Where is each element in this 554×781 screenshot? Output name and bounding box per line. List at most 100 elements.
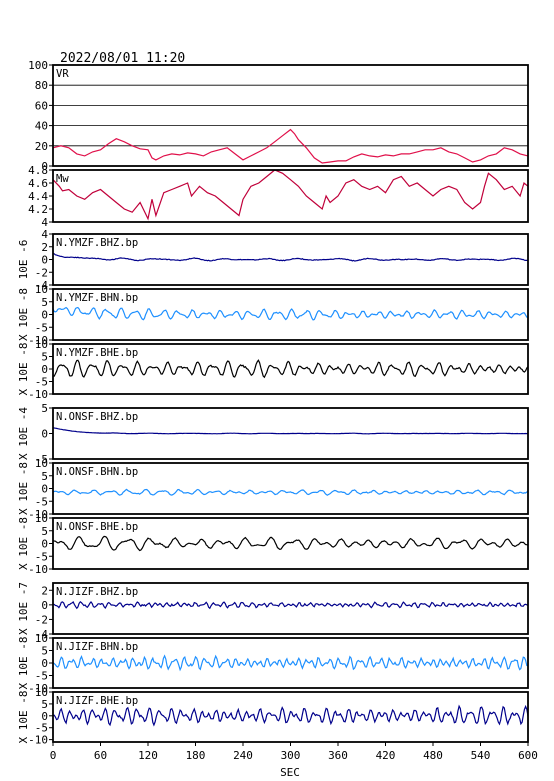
y-tick-label: 10 bbox=[35, 686, 48, 699]
y-tick-label: 5 bbox=[41, 296, 48, 309]
panel-name: N.YMZF.BHE.bp bbox=[56, 347, 138, 359]
series-line bbox=[52, 306, 529, 321]
series-line bbox=[52, 600, 529, 610]
y-tick-label: 10 bbox=[35, 512, 48, 525]
amplitude-exponent: X 10E -8 bbox=[17, 288, 30, 341]
amplitude-exponent: X 10E -8 bbox=[17, 517, 30, 570]
x-tick-label: 420 bbox=[376, 749, 396, 762]
y-tick-label: 60 bbox=[35, 99, 48, 112]
series-line bbox=[52, 704, 529, 727]
y-tick-label: 10 bbox=[35, 632, 48, 645]
panel-frame bbox=[52, 582, 529, 635]
series-line bbox=[52, 488, 529, 496]
y-tick-label: 5 bbox=[41, 470, 48, 483]
y-tick-label: -10 bbox=[28, 734, 48, 747]
timestamp-label: 2022/08/01 11:20 bbox=[60, 51, 185, 66]
y-tick-label: -5 bbox=[35, 550, 48, 563]
series-line bbox=[52, 654, 529, 672]
y-tick-label: -10 bbox=[28, 388, 48, 401]
y-tick-label: -4 bbox=[35, 279, 49, 292]
series-line bbox=[52, 169, 529, 221]
y-tick-label: 0 bbox=[41, 363, 48, 376]
x-tick-label: 0 bbox=[50, 749, 57, 762]
y-tick-label: 100 bbox=[28, 59, 48, 72]
panel-name: N.ONSF.BHN.bp bbox=[56, 466, 138, 478]
amplitude-exponent: X 10E -4 bbox=[17, 407, 30, 460]
x-tick-label: 300 bbox=[281, 749, 301, 762]
x-axis: 0 60 120 180 240 300 360 420 480 540 600 bbox=[50, 742, 538, 762]
y-tick-label: 0 bbox=[41, 309, 48, 322]
y-tick-label: 0 bbox=[41, 538, 48, 551]
x-tick-label: 60 bbox=[94, 749, 107, 762]
panel-n-jizf-bhz-bp: -4 -20 2 N.JIZF.BHZ.bp X 10E -7 bbox=[17, 582, 529, 641]
y-tick-label: -5 bbox=[35, 376, 48, 389]
y-tick-label: 4.6 bbox=[28, 177, 48, 190]
series-line bbox=[52, 535, 529, 552]
y-tick-label: 2 bbox=[41, 584, 48, 597]
y-tick-label: 0 bbox=[41, 254, 48, 267]
y-tick-label: 20 bbox=[35, 140, 48, 153]
y-tick-label: -10 bbox=[28, 334, 48, 347]
panel-name: N.YMZF.BHN.bp bbox=[56, 292, 138, 304]
y-tick-label: 0 bbox=[41, 657, 48, 670]
y-tick-label: 10 bbox=[35, 338, 48, 351]
amplitude-exponent: 10E -6 bbox=[17, 240, 30, 280]
series-line bbox=[52, 359, 529, 379]
y-tick-label: 0 bbox=[41, 160, 48, 173]
amplitude-exponent: X 10E -7 bbox=[17, 582, 30, 635]
amplitude-exponent: X 10E -8 bbox=[17, 462, 30, 515]
panel-name: N.JIZF.BHE.bp bbox=[56, 695, 138, 707]
amplitude-exponent: X 10E -8 bbox=[17, 343, 30, 396]
y-tick-label: -2 bbox=[35, 266, 48, 279]
y-tick-label: 5 bbox=[41, 351, 48, 364]
y-tick-label: 0 bbox=[41, 483, 48, 496]
panel-frame bbox=[52, 64, 529, 167]
x-tick-label: 540 bbox=[471, 749, 491, 762]
x-tick-label: 240 bbox=[233, 749, 253, 762]
y-tick-label: 10 bbox=[35, 457, 48, 470]
y-tick-label: 4 bbox=[41, 228, 48, 241]
panel-n-onsf-bhz-bp: -5 0 5 N.ONSF.BHZ.bp X 10E -4 bbox=[17, 402, 529, 466]
y-tick-label: 5 bbox=[41, 645, 48, 658]
y-tick-label: -5 bbox=[35, 670, 48, 683]
x-tick-label: 180 bbox=[186, 749, 206, 762]
series-line bbox=[52, 252, 528, 262]
y-tick-label: 80 bbox=[35, 79, 48, 92]
x-axis-label: SEC bbox=[280, 766, 300, 779]
x-tick-label: 600 bbox=[518, 749, 538, 762]
y-tick-label: 4 bbox=[41, 216, 48, 229]
y-tick-label: -5 bbox=[35, 495, 48, 508]
amplitude-exponent: X 10E -8 bbox=[17, 691, 30, 744]
y-tick-label: 4.4 bbox=[28, 190, 48, 203]
panel-mw: 44.24.44.64.8 Mw bbox=[28, 164, 529, 229]
panel-frame bbox=[52, 169, 529, 223]
y-tick-label: -5 bbox=[35, 321, 48, 334]
y-tick-label: -2 bbox=[35, 613, 48, 626]
y-tick-label: 4.8 bbox=[28, 164, 48, 177]
panel-name: N.YMZF.BHZ.bp bbox=[56, 237, 138, 249]
x-tick-label: 360 bbox=[328, 749, 348, 762]
y-tick-label: 5 bbox=[41, 525, 48, 538]
x-tick-label: 480 bbox=[423, 749, 443, 762]
y-tick-label: 2 bbox=[41, 241, 48, 254]
panel-name: N.JIZF.BHN.bp bbox=[56, 641, 138, 653]
panel-name: Mw bbox=[56, 173, 69, 185]
y-tick-label: 4.2 bbox=[28, 203, 48, 216]
y-tick-label: -4 bbox=[35, 628, 49, 641]
x-tick-label: 120 bbox=[138, 749, 158, 762]
y-tick-label: 0 bbox=[41, 428, 48, 441]
y-tick-label: 5 bbox=[41, 402, 48, 415]
panel-name: N.ONSF.BHE.bp bbox=[56, 521, 138, 533]
panel-name: N.JIZF.BHZ.bp bbox=[56, 586, 138, 598]
y-tick-label: 5 bbox=[41, 698, 48, 711]
amplitude-exponent: X 10E -8 bbox=[17, 637, 30, 690]
panel-vr: 0 20 40 60 80 100 VR bbox=[28, 59, 529, 173]
